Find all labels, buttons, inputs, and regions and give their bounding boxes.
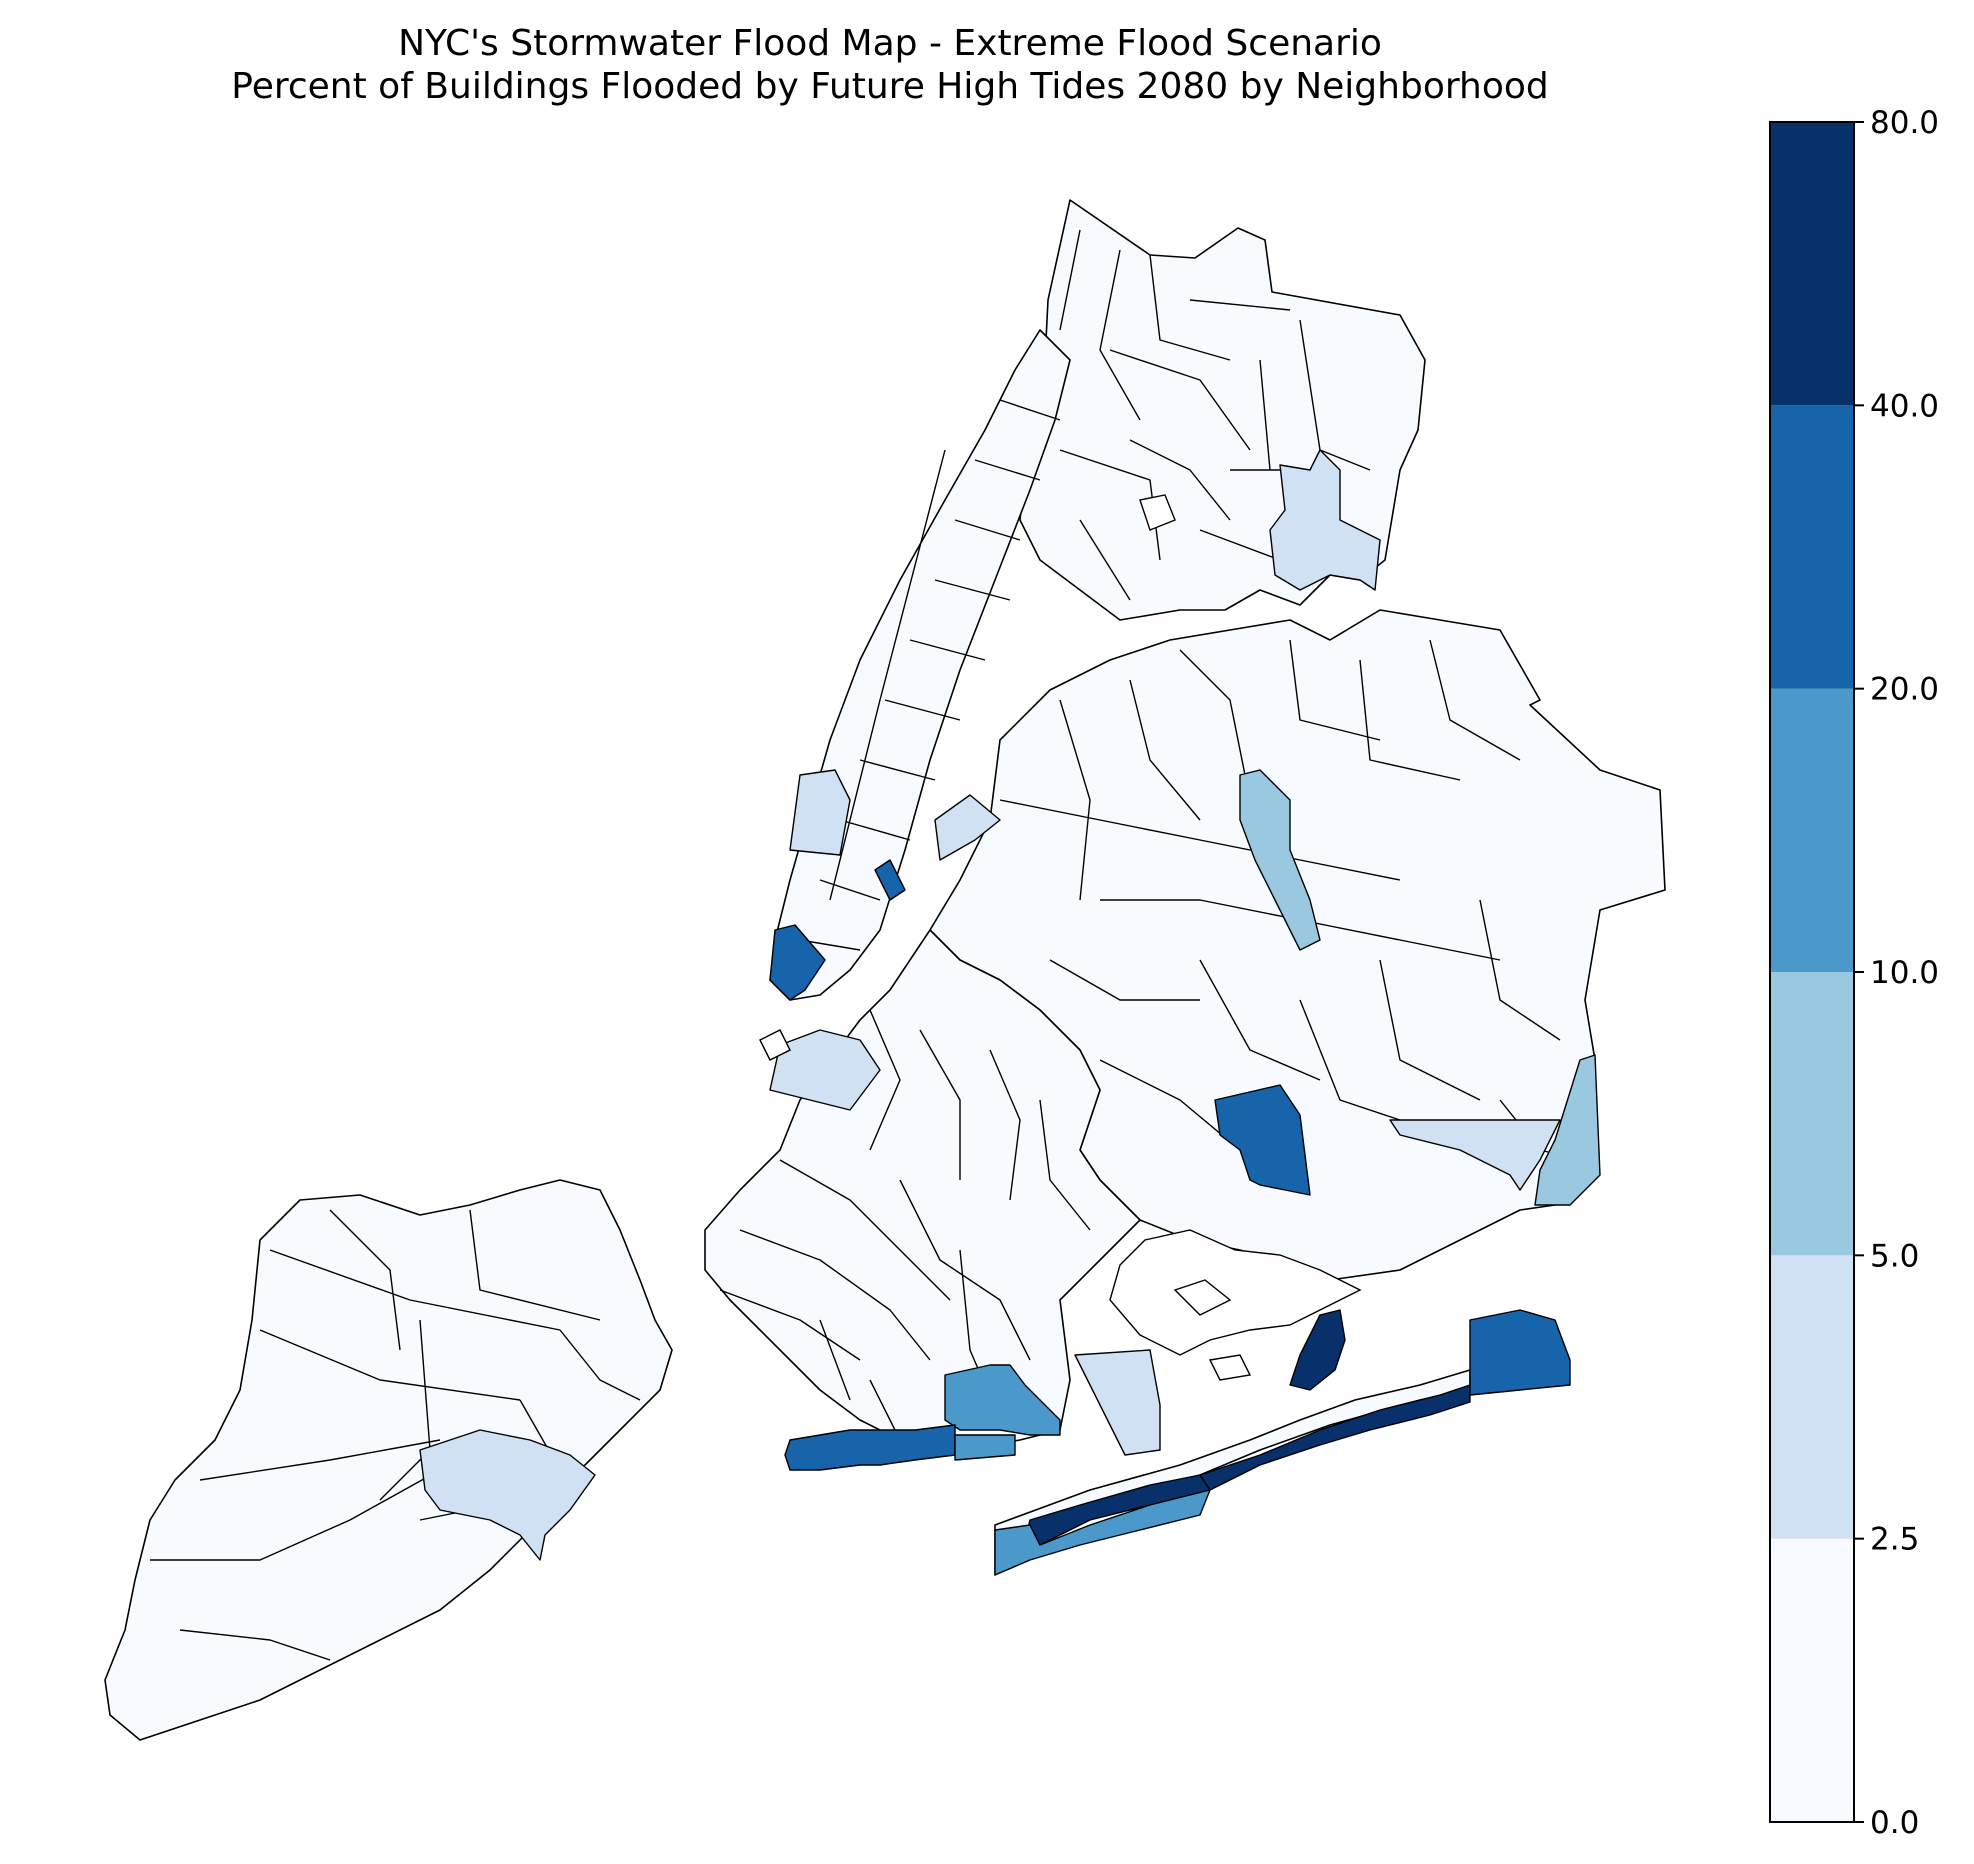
colorbar-bin	[1770, 122, 1854, 406]
neighborhood-bin-1	[789, 769, 851, 856]
neighborhood-bin-4	[1469, 1309, 1571, 1396]
neighborhood-bin-5	[1199, 1384, 1471, 1491]
neighborhood-bin-1	[1389, 1119, 1561, 1191]
colorbar-tick-label: 0.0	[1870, 1805, 1919, 1841]
neighborhood-bin-4	[769, 924, 826, 1001]
colorbar-bin	[1770, 405, 1854, 689]
neighborhood-bin-3	[954, 1434, 1016, 1461]
neighborhood-bin-4	[784, 1424, 956, 1471]
neighborhood-bin-1	[769, 1029, 881, 1111]
neighborhood-bin-3	[944, 1364, 1061, 1436]
neighborhood-bin-1	[419, 1429, 596, 1561]
colorbar-tick-label: 20.0	[1870, 672, 1939, 708]
colorbar-tick-label: 2.5	[1870, 1522, 1919, 1558]
neighborhood-bin-5	[1289, 1309, 1346, 1391]
colorbar-tick-label: 10.0	[1870, 955, 1939, 991]
map-title: NYC's Stormwater Flood Map - Extreme Flo…	[0, 22, 1780, 108]
colorbar-bins	[1770, 122, 1854, 1822]
colorbar-bin	[1770, 972, 1854, 1256]
neighborhood-bin-1	[1269, 449, 1381, 591]
colorbar-ticks: 0.0 2.5 5.0 10.0 20.0 40.0 80.0	[1854, 105, 1939, 1841]
colorbar-bin	[1770, 1255, 1854, 1539]
title-line-1: NYC's Stormwater Flood Map - Extreme Flo…	[398, 23, 1382, 64]
colorbar-tick-label: 5.0	[1870, 1238, 1919, 1274]
borough-staten-island	[104, 1179, 673, 1741]
neighborhood-bin-3	[994, 1489, 1211, 1576]
neighborhood-bin-1	[934, 794, 1001, 861]
colorbar-tick-label: 80.0	[1870, 105, 1939, 141]
neighborhood-bin-2	[1534, 1054, 1601, 1206]
neighborhood-bin-1	[1074, 1349, 1161, 1456]
colorbar-tick-label: 40.0	[1870, 388, 1939, 424]
colorbar-bin	[1770, 1538, 1854, 1822]
jamaica-bay-islands	[759, 494, 1362, 1381]
colorbar-bin	[1770, 688, 1854, 972]
neighborhood-bin-4	[1214, 1084, 1311, 1196]
neighborhood-bin-4	[874, 859, 906, 901]
neighborhood-bin-2	[1239, 769, 1321, 951]
title-line-2: Percent of Buildings Flooded by Future H…	[231, 66, 1549, 107]
